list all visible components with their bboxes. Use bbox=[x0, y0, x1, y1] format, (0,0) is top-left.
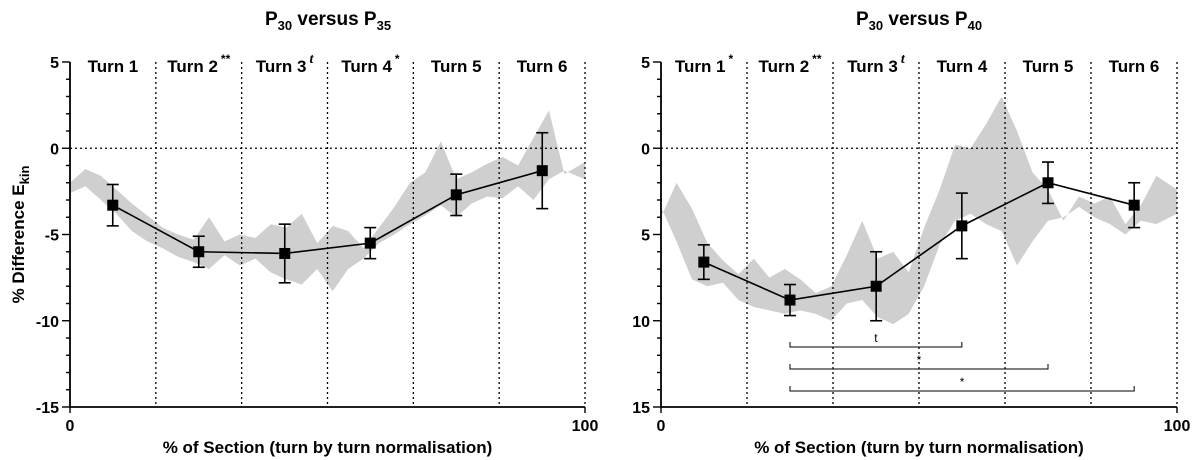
turn-label: Turn 5 bbox=[1023, 57, 1074, 76]
data-point-marker bbox=[364, 237, 376, 249]
chart-title-text: versus P bbox=[883, 9, 968, 30]
turn-label: Turn 2 ** bbox=[758, 52, 821, 76]
significance-bracket-label: * bbox=[917, 353, 922, 367]
data-point-marker bbox=[956, 220, 968, 232]
chart-title: P30 versus P40 bbox=[856, 9, 982, 33]
y-tick-label: -15 bbox=[36, 400, 59, 417]
x-tick-label: 100 bbox=[1164, 418, 1191, 435]
data-point-marker bbox=[279, 247, 291, 259]
data-point-marker bbox=[193, 246, 205, 258]
y-tick-label: 0 bbox=[641, 141, 650, 158]
turn-label-text: Turn 2 bbox=[758, 57, 809, 76]
chart-title: P30 versus P35 bbox=[265, 9, 391, 33]
data-point-marker bbox=[1128, 199, 1140, 211]
y-tick-label: 5 bbox=[50, 55, 59, 72]
turn-label: Turn 1 * bbox=[675, 52, 734, 76]
turn-label: Turn 1 bbox=[88, 57, 139, 76]
x-tick-label: 0 bbox=[66, 418, 75, 435]
x-axis-label: % of Section (turn by turn normalisation… bbox=[163, 438, 493, 457]
chart-title-subscript: 30 bbox=[869, 18, 883, 33]
turn-label-text: Turn 2 bbox=[167, 57, 218, 76]
y-tick-label: 10 bbox=[632, 314, 650, 331]
significance-bracket bbox=[789, 364, 1049, 370]
data-line bbox=[703, 181, 1135, 301]
turn-label-text: Turn 6 bbox=[517, 57, 568, 76]
data-point-marker bbox=[870, 280, 882, 292]
data-point-marker bbox=[450, 189, 462, 201]
turn-label: Turn 4 * bbox=[341, 52, 400, 76]
significance-mark: t bbox=[901, 52, 906, 67]
y-axis-label-text: % Difference E bbox=[9, 184, 28, 303]
turn-label-text: Turn 5 bbox=[431, 57, 482, 76]
turn-label-text: Turn 1 bbox=[88, 57, 139, 76]
data-point-marker bbox=[698, 256, 710, 268]
y-tick-label: 5 bbox=[641, 55, 650, 72]
turn-label-text: Turn 4 bbox=[937, 57, 988, 76]
turn-label-text: Turn 5 bbox=[1023, 57, 1074, 76]
significance-mark: ** bbox=[221, 52, 231, 66]
x-tick-label: 100 bbox=[572, 418, 599, 435]
y-axis-label: % Difference Ekin bbox=[9, 166, 32, 304]
data-line bbox=[112, 169, 543, 255]
turn-label: Turn 5 bbox=[431, 57, 482, 76]
variability-band bbox=[661, 96, 1177, 325]
significance-bracket-label: t bbox=[874, 331, 878, 345]
turn-label-text: Turn 6 bbox=[1109, 57, 1160, 76]
chart-title-subscript: 40 bbox=[968, 18, 982, 33]
chart-title-subscript: 30 bbox=[278, 18, 292, 33]
y-tick-label: 0 bbox=[50, 141, 59, 158]
x-tick-label: 0 bbox=[657, 418, 666, 435]
data-point-marker bbox=[784, 294, 796, 306]
chart-title-text: P bbox=[265, 9, 278, 30]
y-tick-label: -10 bbox=[36, 314, 59, 331]
turn-label-text: Turn 3 bbox=[256, 57, 307, 76]
chart-title-text: P bbox=[856, 9, 869, 30]
significance-bracket-label: * bbox=[960, 375, 965, 389]
turn-label: Turn 4 bbox=[937, 57, 988, 76]
chart-title-subscript: 35 bbox=[377, 18, 391, 33]
significance-bracket bbox=[789, 386, 1135, 392]
data-point-marker bbox=[1042, 177, 1054, 189]
y-axis-label-subscript: kin bbox=[17, 166, 32, 185]
turn-label-text: Turn 1 bbox=[675, 57, 726, 76]
significance-bracket bbox=[789, 342, 963, 348]
x-axis-label: % of Section (turn by turn normalisation… bbox=[754, 438, 1084, 457]
significance-mark: * bbox=[395, 52, 400, 66]
turn-label: Turn 2 ** bbox=[167, 52, 230, 76]
turn-label: Turn 6 bbox=[517, 57, 568, 76]
significance-mark: * bbox=[729, 52, 734, 66]
significance-mark: ** bbox=[812, 52, 822, 66]
turn-label: Turn 6 bbox=[1109, 57, 1160, 76]
y-tick-label: 5 bbox=[641, 228, 650, 245]
y-tick-label: -5 bbox=[45, 228, 59, 245]
significance-mark: t bbox=[309, 52, 314, 67]
y-tick-label: 15 bbox=[632, 400, 650, 417]
data-point-marker bbox=[107, 199, 119, 211]
turn-label-text: Turn 4 bbox=[341, 57, 392, 76]
chart-title-text: versus P bbox=[292, 9, 377, 30]
turn-label-text: Turn 3 bbox=[847, 57, 898, 76]
data-point-marker bbox=[536, 165, 548, 177]
